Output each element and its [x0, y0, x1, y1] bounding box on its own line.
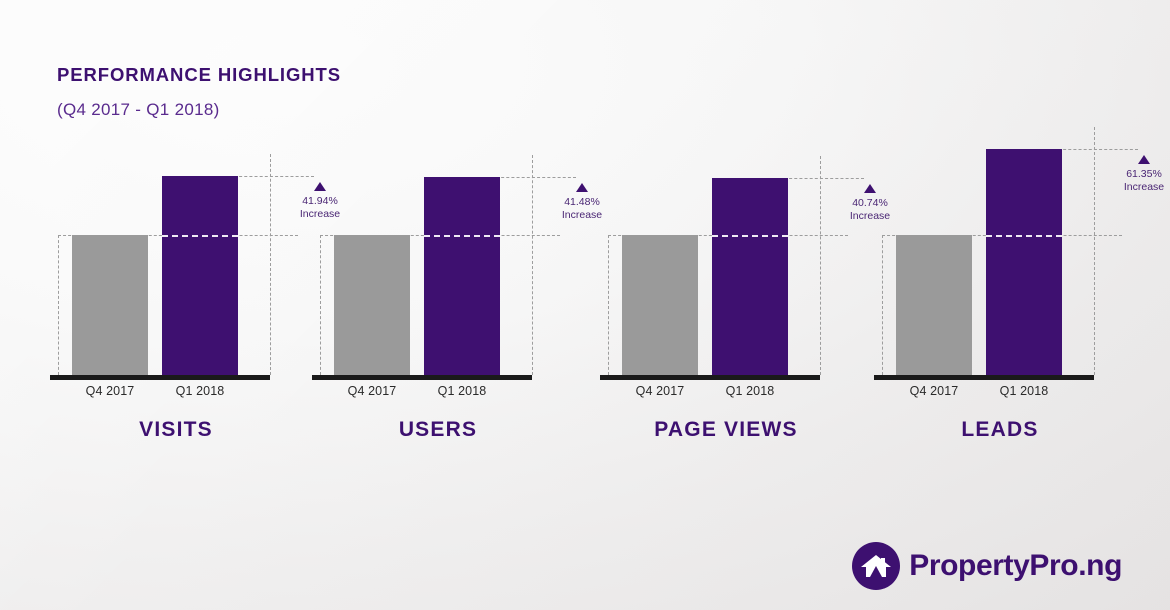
header-block: PERFORMANCE HIGHLIGHTS (Q4 2017 - Q1 201… — [57, 64, 341, 120]
previous-level-marker — [712, 235, 788, 237]
axis-label-previous-period: Q4 2017 — [909, 384, 959, 398]
triangle-up-icon — [1138, 155, 1150, 164]
metric-title: VISITS — [139, 418, 213, 441]
logo-wordmark: PropertyPro.ng — [909, 549, 1122, 582]
guide-line-current-level — [496, 177, 576, 178]
bar-current-period — [162, 176, 238, 375]
change-percent-value: 61.35% — [1126, 168, 1162, 180]
brand-logo: PropertyPro.ng — [852, 542, 1122, 590]
metric-title: LEADS — [961, 418, 1039, 441]
plot-area: Q4 2017 Q1 2018 41.94% Increase — [38, 0, 340, 470]
bar-previous-period — [896, 235, 972, 375]
guide-line-left — [882, 235, 883, 375]
guide-line-right — [532, 155, 533, 375]
guide-line-right — [1094, 127, 1095, 375]
axis-label-previous-period: Q4 2017 — [85, 384, 135, 398]
axis-label-current-period: Q1 2018 — [175, 384, 225, 398]
chart-group-visits: Q4 2017 Q1 2018 41.94% Increase VISITS — [38, 0, 340, 470]
triangle-up-icon — [314, 182, 326, 191]
change-direction-label: Increase — [561, 209, 603, 221]
axis-label-previous-period: Q4 2017 — [347, 384, 397, 398]
guide-line-current-level — [784, 178, 864, 179]
change-callout: 41.48% Increase — [540, 183, 624, 222]
change-callout: 61.35% Increase — [1102, 155, 1170, 194]
guide-line-right — [270, 154, 271, 375]
change-callout: 41.94% Increase — [278, 182, 362, 221]
house-in-circle-icon — [852, 542, 901, 590]
axis-label-previous-period: Q4 2017 — [635, 384, 685, 398]
bar-previous-period — [72, 235, 148, 375]
axis-label-current-period: Q1 2018 — [999, 384, 1049, 398]
plot-area: Q4 2017 Q1 2018 41.48% Increase — [300, 0, 602, 470]
previous-level-marker — [162, 235, 238, 237]
axis-baseline — [50, 375, 270, 380]
chart-group-users: Q4 2017 Q1 2018 41.48% Increase USERS — [300, 0, 602, 470]
page-subtitle: (Q4 2017 - Q1 2018) — [57, 100, 220, 119]
bar-current-period — [424, 177, 500, 375]
guide-line-right — [820, 156, 821, 375]
axis-baseline — [874, 375, 1094, 380]
change-percent-value: 41.48% — [564, 196, 600, 208]
chart-group-page-views: Q4 2017 Q1 2018 40.74% Increase PAGE VIEWS — [588, 0, 890, 470]
chart-group-leads: Q4 2017 Q1 2018 61.35% Increase LEADS — [862, 0, 1164, 470]
previous-level-marker — [424, 235, 500, 237]
axis-label-current-period: Q1 2018 — [725, 384, 775, 398]
bar-current-period — [712, 178, 788, 375]
metric-title: PAGE VIEWS — [654, 418, 798, 441]
change-percent-value: 40.74% — [852, 197, 888, 209]
guide-line-current-level — [1058, 149, 1138, 150]
guide-line-current-level — [234, 176, 314, 177]
change-direction-label: Increase — [299, 208, 341, 220]
axis-baseline — [600, 375, 820, 380]
change-callout: 40.74% Increase — [828, 184, 912, 223]
triangle-up-icon — [576, 183, 588, 192]
plot-area: Q4 2017 Q1 2018 61.35% Increase — [862, 0, 1164, 470]
guide-line-left — [58, 235, 59, 375]
change-percent-value: 41.94% — [302, 195, 338, 207]
bar-previous-period — [334, 235, 410, 375]
axis-label-current-period: Q1 2018 — [437, 384, 487, 398]
guide-line-left — [608, 235, 609, 375]
previous-level-marker — [986, 235, 1062, 237]
axis-baseline — [312, 375, 532, 380]
bar-previous-period — [622, 235, 698, 375]
triangle-up-icon — [864, 184, 876, 193]
bar-current-period — [986, 149, 1062, 375]
plot-area: Q4 2017 Q1 2018 40.74% Increase — [588, 0, 890, 470]
change-direction-label: Increase — [1123, 181, 1165, 193]
page-title: PERFORMANCE HIGHLIGHTS — [57, 64, 341, 85]
change-direction-label: Increase — [849, 210, 891, 222]
guide-line-left — [320, 235, 321, 375]
metric-title: USERS — [398, 418, 478, 441]
